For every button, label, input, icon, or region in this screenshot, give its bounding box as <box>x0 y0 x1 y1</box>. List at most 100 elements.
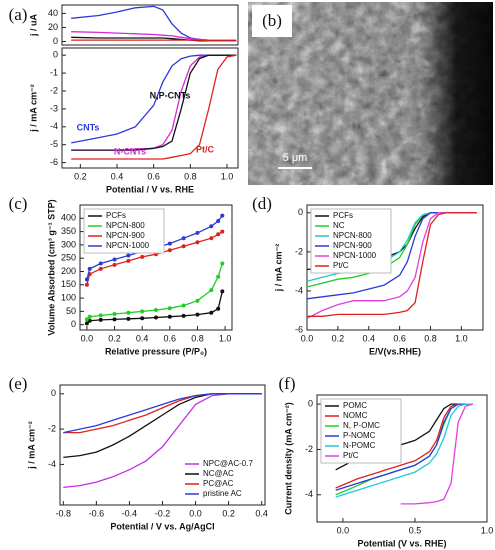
y-tick-label: 0 <box>53 36 58 46</box>
data-point <box>112 262 117 267</box>
y-tick-label: 0 <box>53 50 58 60</box>
x-tick-label: -0.8 <box>56 508 72 518</box>
legend-label: NPCN-900 <box>333 241 372 250</box>
series-line <box>335 403 473 498</box>
x-tick-label: -0.2 <box>155 508 171 518</box>
x-tick-label: 0.0 <box>189 508 202 518</box>
data-point <box>126 316 131 321</box>
series-line <box>63 393 262 434</box>
panel-label: (a) <box>9 5 28 24</box>
x-tick-label: 1.0 <box>481 525 494 535</box>
legend-label: NPCN-800 <box>106 221 145 230</box>
series-annotation: N-CNTs <box>114 146 146 156</box>
legend-label: Pt/C <box>333 261 349 270</box>
x-tick-label: 0.0 <box>337 525 350 535</box>
panel-label: (b) <box>262 11 282 30</box>
x-tick-label: 0.2 <box>332 333 345 343</box>
legend-label: N-POMC <box>343 441 376 450</box>
y-tick-label: -6 <box>50 157 58 167</box>
y-axis-label: Current density (mA cm⁻²) <box>283 402 293 514</box>
data-point <box>195 230 200 235</box>
scale-bar-label: 5 μm <box>283 152 308 164</box>
y-tick-label: -3 <box>50 103 58 113</box>
data-point <box>167 306 172 311</box>
data-point <box>195 298 200 303</box>
legend-label: PC@AC <box>203 479 234 488</box>
plot-frame <box>316 394 488 523</box>
data-point <box>220 229 225 234</box>
data-point <box>167 314 172 319</box>
x-tick-label: 0.6 <box>147 171 160 181</box>
x-axis-label: Potential / V vs. Ag/AgCl <box>110 521 214 531</box>
legend-label: N, P-OMC <box>343 421 380 430</box>
data-point <box>98 313 103 318</box>
x-axis-label: Potential / V vs. RHE <box>106 184 194 194</box>
x-tick-label: 0.4 <box>136 333 149 343</box>
data-point <box>209 224 214 229</box>
data-point <box>167 241 172 246</box>
legend-label: PCFs <box>333 211 353 220</box>
series-annotation: CNTs <box>77 122 100 132</box>
y-tick-label: 0 <box>71 319 76 329</box>
y-tick-label: -4 <box>305 489 313 499</box>
data-point <box>87 314 92 319</box>
series-line <box>71 31 237 41</box>
legend-label: NC@AC <box>203 469 234 478</box>
series-line <box>71 54 237 151</box>
data-point <box>216 306 221 311</box>
y-tick-label: -4 <box>50 121 58 131</box>
data-point <box>84 277 89 282</box>
legend-box <box>320 398 402 464</box>
data-point <box>126 258 131 263</box>
series-line <box>400 403 473 505</box>
y-axis-label: j / mA cm⁻² <box>273 244 283 292</box>
y-axis-label: j / mA cm⁻² <box>26 421 36 469</box>
plot-frame <box>79 204 233 331</box>
data-point <box>112 317 117 322</box>
x-tick-label: 1.0 <box>219 333 232 343</box>
x-tick-label: 0.8 <box>191 333 204 343</box>
data-point <box>181 313 186 318</box>
data-point <box>216 218 221 223</box>
data-point <box>98 266 103 271</box>
legend-label: NPCN-800 <box>333 231 372 240</box>
x-tick-label: 0.8 <box>424 333 437 343</box>
x-tick-label: 0.5 <box>409 525 422 535</box>
legend-label: POMC <box>343 401 367 410</box>
y-tick-label: 0 <box>298 207 303 217</box>
panel-label: (c) <box>9 194 28 213</box>
y-tick-label: 350 <box>61 226 76 236</box>
data-point <box>209 288 214 293</box>
panel-label: (f) <box>279 374 296 393</box>
x-tick-label: 0.4 <box>362 333 375 343</box>
sem-image: (b) 5 μm <box>248 2 493 185</box>
x-tick-label: 1.0 <box>455 333 468 343</box>
data-point <box>154 315 158 320</box>
x-axis-label: Potential (V vs. RHE) <box>357 538 446 548</box>
x-tick-label: 0.8 <box>184 171 197 181</box>
panel-label: (d) <box>252 194 272 213</box>
x-tick-label: 0.2 <box>222 508 235 518</box>
data-point <box>220 261 225 266</box>
data-point <box>195 312 200 317</box>
data-point <box>140 316 145 321</box>
y-tick-label: 50 <box>66 306 76 316</box>
y-tick-label: 200 <box>61 266 76 276</box>
x-tick-label: 0.0 <box>81 333 94 343</box>
y-tick-label: 400 <box>61 213 76 223</box>
legend-label: Pt/C <box>343 451 359 460</box>
data-point <box>126 310 131 315</box>
data-point <box>112 312 117 317</box>
series-line <box>335 403 473 491</box>
series-line <box>307 212 477 317</box>
y-tick-label: 300 <box>61 239 76 249</box>
data-point <box>209 236 214 241</box>
y-tick-label: -2 <box>50 85 58 95</box>
x-tick-label: 0.2 <box>108 333 121 343</box>
data-point <box>84 317 89 322</box>
y-tick-label: -1 <box>50 67 58 77</box>
series-line <box>71 39 237 42</box>
y-tick-label: 40 <box>48 8 58 18</box>
x-tick-label: 0.6 <box>393 333 406 343</box>
series-annotation: Pt/C <box>196 144 215 154</box>
